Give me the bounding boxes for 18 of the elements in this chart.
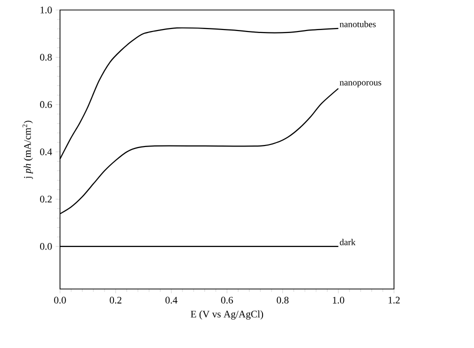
series-label: nanotubes bbox=[340, 20, 376, 28]
y-tick-label: 0.0 bbox=[40, 243, 52, 250]
x-tick-label: 0.2 bbox=[110, 296, 122, 304]
y-tick-label: 1.0 bbox=[40, 6, 52, 14]
x-tick-label: 0.0 bbox=[54, 296, 66, 304]
x-tick-label: 0.4 bbox=[165, 296, 178, 304]
series-label: dark bbox=[340, 238, 356, 246]
x-axis-title: E (V vs Ag/AgCl) bbox=[190, 310, 264, 320]
y-tick-label: 0.4 bbox=[40, 148, 52, 156]
series-label: nanoporous bbox=[340, 81, 382, 88]
x-tick-label: 0.6 bbox=[221, 296, 233, 304]
y-tick-label: 0.6 bbox=[40, 101, 52, 108]
x-tick-label: 1.2 bbox=[388, 296, 400, 304]
x-tick-label: 1.0 bbox=[332, 296, 344, 304]
y-tick-label: 0.2 bbox=[40, 196, 52, 203]
y-axis-title: j ph (mA/cm$^{2}$) bbox=[22, 120, 33, 179]
y-tick-label: 0.8 bbox=[40, 54, 52, 61]
x-tick-label: 0.8 bbox=[276, 296, 289, 304]
